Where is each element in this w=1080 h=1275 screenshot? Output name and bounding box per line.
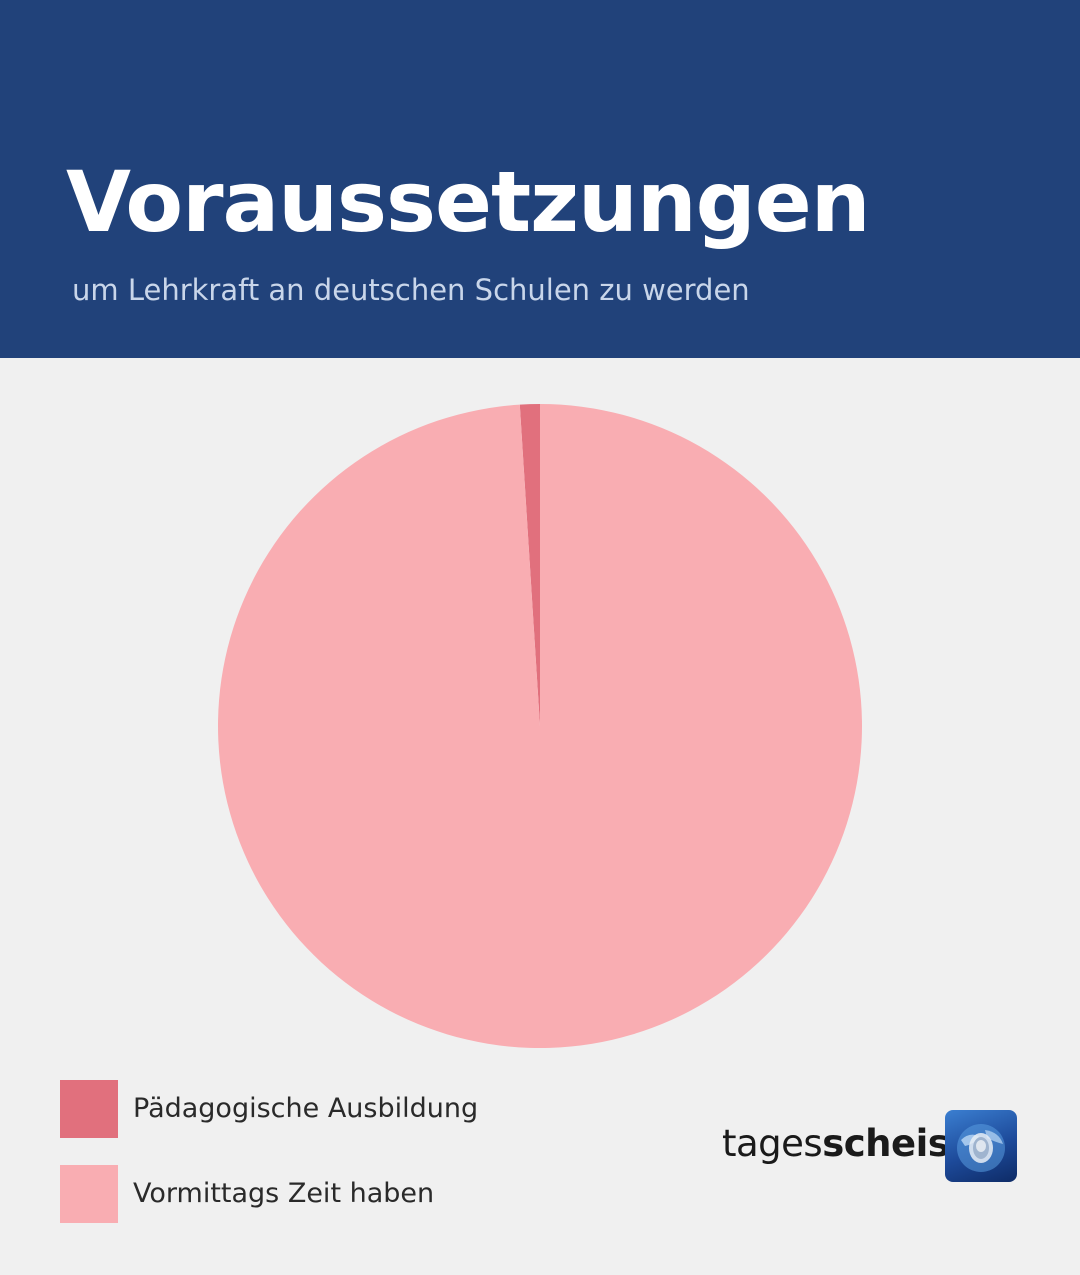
legend-label: Pädagogische Ausbildung: [133, 1093, 479, 1124]
tagesschau-globe-icon: [945, 1110, 1017, 1182]
legend-swatch: [60, 1165, 118, 1223]
header-banner: Voraussetzungen um Lehrkraft an deutsche…: [0, 0, 1080, 358]
logo-text-regular: tages: [722, 1122, 823, 1165]
logo-text: tagesscheiss: [722, 1122, 971, 1165]
legend-label: Vormittags Zeit haben: [133, 1178, 435, 1209]
pie-slice-1: [519, 404, 540, 726]
pie-slice-2: [218, 404, 863, 1048]
legend-swatch: [60, 1080, 118, 1138]
chart-title: Voraussetzungen: [66, 153, 871, 251]
chart-subtitle: um Lehrkraft an deutschen Schulen zu wer…: [72, 273, 750, 307]
pie-chart: [218, 404, 863, 1048]
